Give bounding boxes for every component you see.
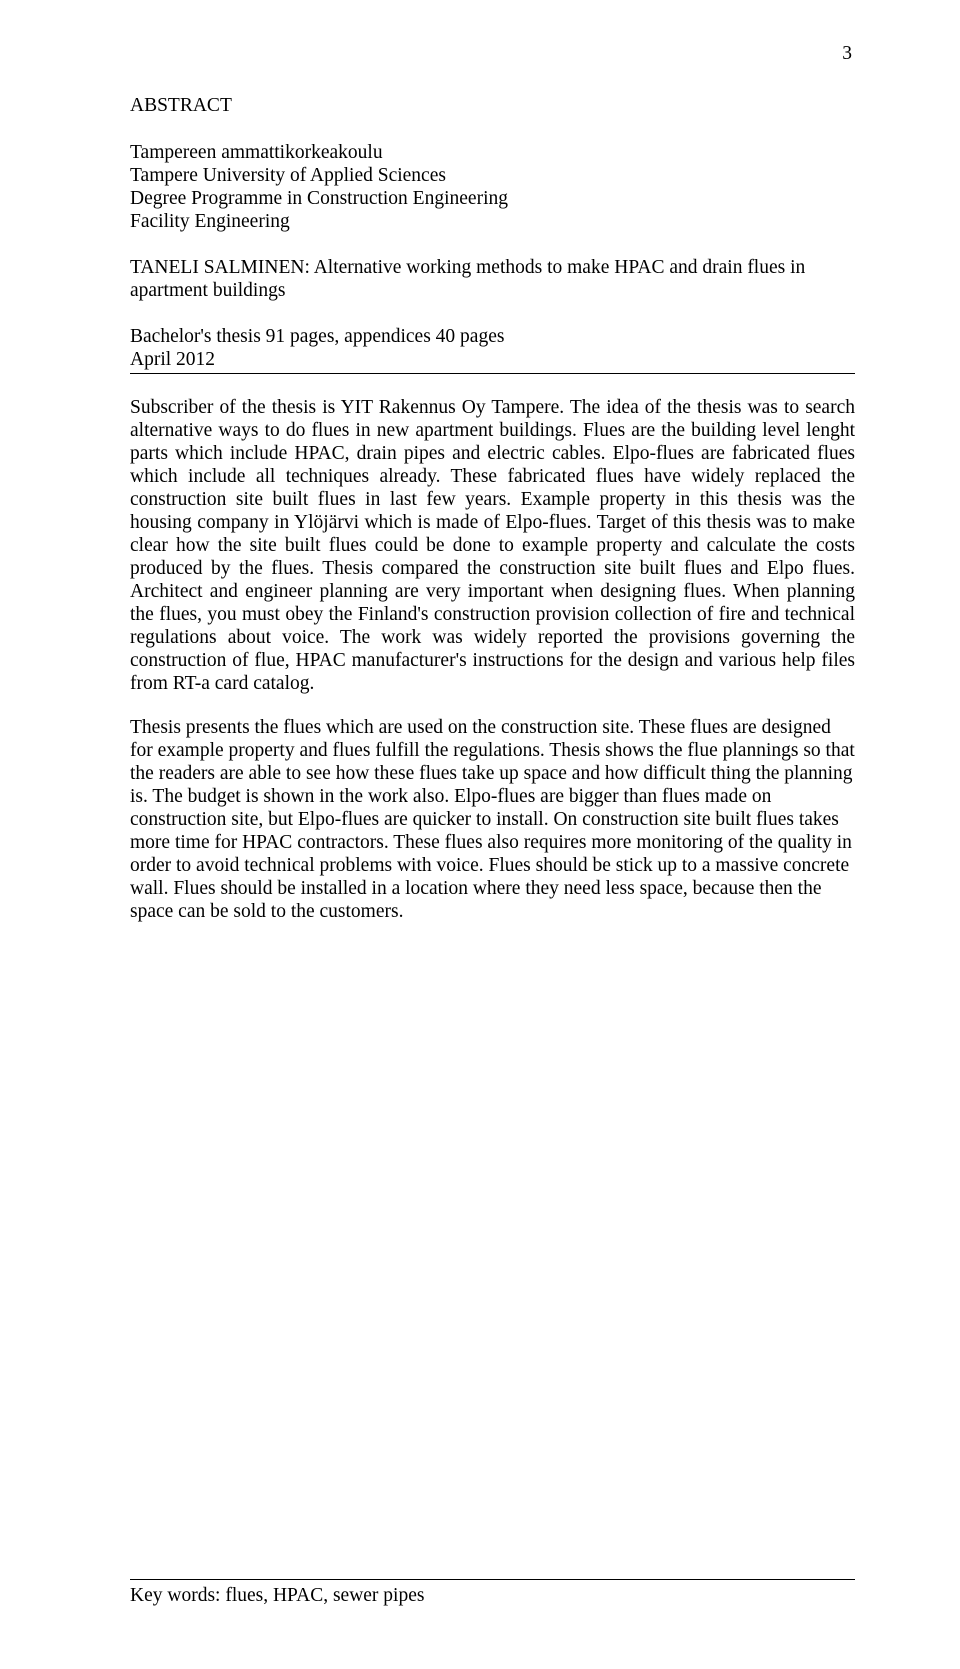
divider-top bbox=[130, 373, 855, 374]
author-name: TANELI SALMINEN: bbox=[130, 257, 310, 278]
institution-english: Tampere University of Applied Sciences bbox=[130, 164, 855, 187]
thesis-source: Bachelor's thesis 91 pages, appendices 4… bbox=[130, 325, 855, 348]
author-title-block: TANELI SALMINEN: Alternative working met… bbox=[130, 256, 855, 302]
abstract-heading: ABSTRACT bbox=[130, 94, 855, 117]
abstract-paragraph-1: Subscriber of the thesis is YIT Rakennus… bbox=[130, 396, 855, 695]
keywords-text: Key words: flues, HPAC, sewer pipes bbox=[130, 1584, 855, 1607]
facility-line: Facility Engineering bbox=[130, 210, 855, 233]
keywords-block: Key words: flues, HPAC, sewer pipes bbox=[130, 1579, 855, 1607]
abstract-paragraph-2: Thesis presents the flues which are used… bbox=[130, 716, 855, 923]
institution-finnish: Tampereen ammattikorkeakoulu bbox=[130, 141, 855, 164]
page-number: 3 bbox=[842, 42, 852, 65]
thesis-date: April 2012 bbox=[130, 348, 855, 371]
degree-programme: Degree Programme in Construction Enginee… bbox=[130, 187, 855, 210]
divider-bottom bbox=[130, 1579, 855, 1580]
